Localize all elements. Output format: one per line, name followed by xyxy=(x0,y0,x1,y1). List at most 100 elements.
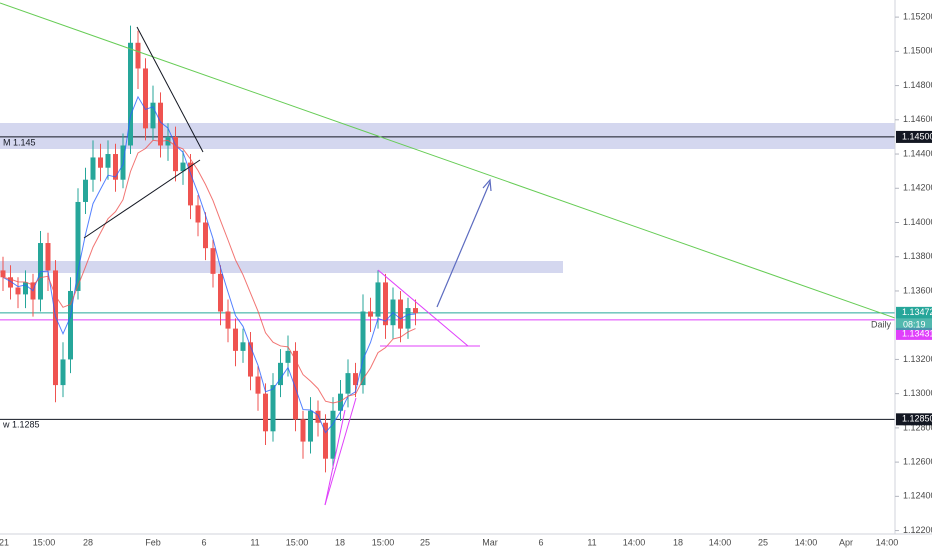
y-tick-label: 1.13200 xyxy=(903,354,932,364)
levels: M 1.145 w 1.1285 xyxy=(0,136,895,430)
triangle-line xyxy=(83,159,201,239)
x-tick-label: 6 xyxy=(538,537,543,547)
candle-body xyxy=(98,157,103,168)
price-label: 1.13472 xyxy=(902,307,932,317)
price-label-box xyxy=(896,327,932,340)
candle-body xyxy=(150,102,156,129)
moving-average xyxy=(2,95,416,434)
candle-body xyxy=(195,205,201,223)
axes: 1.15200 1.15000 1.14800 1.14600 1.14400 1.142… xyxy=(0,11,932,547)
candle-body xyxy=(240,342,246,351)
candle-body xyxy=(315,410,321,423)
triangle-line xyxy=(377,269,469,347)
candle-body xyxy=(368,311,373,317)
y-tick-label: 1.14800 xyxy=(903,80,932,90)
price-label-box xyxy=(896,306,932,319)
candle-body xyxy=(225,311,231,329)
x-tick-label: 14:00 xyxy=(709,537,732,547)
y-tick-label: 1.12400 xyxy=(903,491,932,501)
candle-body xyxy=(53,270,58,386)
x-tick-label: 21 xyxy=(0,537,9,547)
interval-label: Daily xyxy=(871,319,892,329)
price-label: 1.14500 xyxy=(902,131,932,141)
resistance-zone xyxy=(0,261,563,273)
price-label-box xyxy=(896,130,932,143)
candle-body xyxy=(285,350,291,363)
candle-body xyxy=(360,311,366,386)
candle-body xyxy=(308,410,313,442)
wedge-line xyxy=(324,397,357,506)
level-annotation: M 1.145 xyxy=(3,137,36,147)
y-tick-label: 1.13800 xyxy=(903,251,932,261)
y-tick-label: 1.12800 xyxy=(903,422,932,432)
trendline xyxy=(0,2,896,319)
candle-body xyxy=(353,373,358,386)
x-tick-label: 11 xyxy=(587,537,596,547)
candle-body xyxy=(15,287,21,295)
y-tick-label: 1.13600 xyxy=(903,285,932,295)
y-tick-label: 1.14200 xyxy=(903,183,932,193)
x-tick-label: 14:00 xyxy=(876,537,899,547)
candle-body xyxy=(128,42,133,146)
y-tick-label: 1.13000 xyxy=(903,388,932,398)
timer-box xyxy=(896,319,932,330)
resistance-zone xyxy=(0,123,895,149)
candle-body xyxy=(68,290,73,360)
candle-body xyxy=(8,277,13,288)
candle-body xyxy=(60,359,66,386)
x-tick-label: 25 xyxy=(420,537,430,547)
candle-body xyxy=(300,419,306,442)
candle-body xyxy=(383,282,388,326)
candle-body xyxy=(270,385,276,432)
candle-body xyxy=(413,308,418,314)
y-tick-label: 1.14000 xyxy=(903,217,932,227)
x-tick-label: 14:00 xyxy=(795,537,818,547)
candle-body xyxy=(405,308,411,329)
candle-body xyxy=(105,154,111,168)
x-tick-label: 6 xyxy=(201,537,206,547)
candle-body xyxy=(165,136,171,146)
candle-body xyxy=(345,373,351,394)
candle-body xyxy=(173,136,178,172)
y-tick-label: 1.12600 xyxy=(903,456,932,466)
level-annotation: w 1.1285 xyxy=(2,420,40,430)
x-tick-label: 25 xyxy=(758,537,768,547)
price-label: 1.13431 xyxy=(902,328,932,338)
candle-body xyxy=(180,162,186,172)
candle-body xyxy=(398,299,403,329)
timer: 08:19 xyxy=(903,319,926,329)
price-label-box xyxy=(896,413,932,426)
projection-arrow xyxy=(436,181,491,308)
price-label: 1.12850 xyxy=(902,414,932,424)
candle-body xyxy=(113,154,118,180)
x-tick-label: 18 xyxy=(335,537,345,547)
candle-body xyxy=(323,422,328,459)
x-tick-label: Feb xyxy=(145,537,161,547)
x-tick-label: 28 xyxy=(83,537,93,547)
x-tick-label: 15:00 xyxy=(372,537,395,547)
candle-body xyxy=(233,328,238,351)
y-tick-label: 1.14600 xyxy=(903,114,932,124)
x-tick-label: 14:00 xyxy=(623,537,646,547)
candle-body xyxy=(75,201,81,291)
x-tick-label: 15:00 xyxy=(33,537,56,547)
y-tick-label: 1.14400 xyxy=(903,148,932,158)
candle-body xyxy=(338,393,343,411)
x-tick-label: 15:00 xyxy=(286,537,309,547)
candle-body xyxy=(0,270,6,278)
x-tick-label: Apr xyxy=(839,537,853,547)
candle-body xyxy=(135,42,141,69)
candle-body xyxy=(330,410,336,459)
candle-body xyxy=(83,179,88,202)
y-tick-label: 1.15200 xyxy=(903,11,932,21)
candle-body xyxy=(375,282,381,317)
candle-body xyxy=(248,342,253,377)
candles xyxy=(0,25,418,473)
arrow-head xyxy=(482,178,492,192)
candle-body xyxy=(210,248,216,274)
candle-body xyxy=(203,222,208,249)
candle-body xyxy=(278,362,283,386)
candle-body xyxy=(255,376,261,394)
